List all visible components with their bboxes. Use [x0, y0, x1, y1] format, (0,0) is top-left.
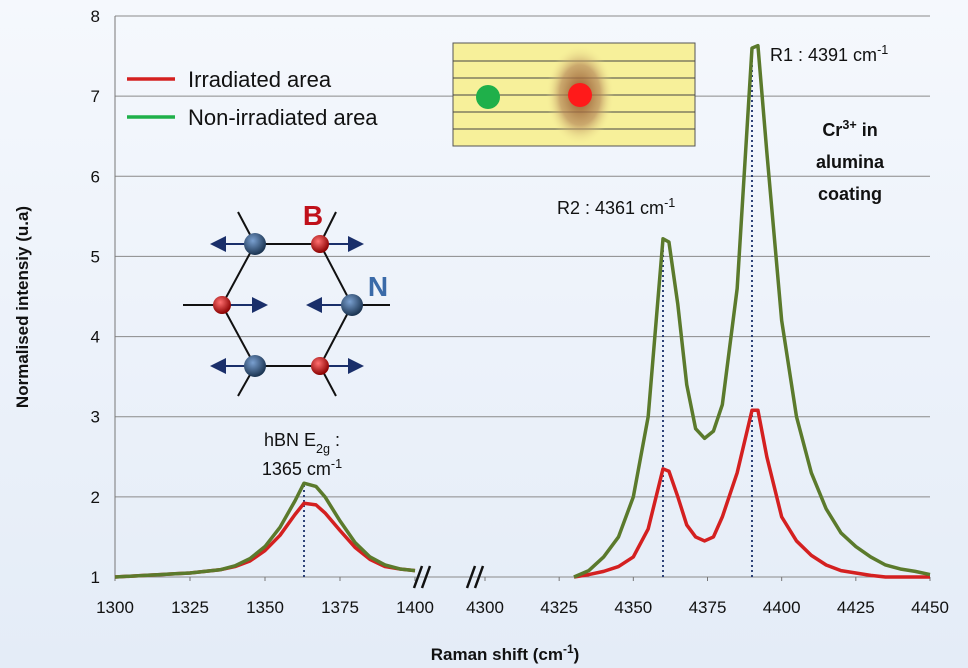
x-tick-label: 4400 [763, 598, 801, 617]
x-tick-label: 4425 [837, 598, 875, 617]
text-part: alumina [816, 152, 885, 172]
text-part: R2 : 4361 cm [557, 198, 664, 218]
text-part: -1 [331, 457, 342, 471]
y-axis-label: Normalised intensiy (u.a) [13, 206, 32, 408]
y-tick-label: 1 [91, 568, 100, 587]
text-part: -1 [664, 196, 675, 210]
annotation: N [368, 271, 388, 302]
y-tick-label: 4 [91, 328, 100, 347]
legend-label: Irradiated area [188, 67, 332, 92]
text-part: coating [818, 184, 882, 204]
text-part: N [368, 271, 388, 302]
x-tick-label: 1325 [171, 598, 209, 617]
series-line [573, 408, 930, 579]
text-part: 2g [316, 442, 330, 456]
text-part: : [330, 430, 340, 450]
x-tick-label: 4325 [540, 598, 578, 617]
text-part: -1 [877, 43, 888, 57]
x-axis-label: Raman shift (cm-1) [431, 642, 580, 664]
axis-break [412, 565, 485, 589]
y-tick-label: 6 [91, 167, 100, 186]
text-part: R1 : 4391 cm [770, 45, 877, 65]
text-part: -1 [563, 642, 574, 656]
annotation: hBN E2g : [264, 430, 340, 456]
text-part: ) [574, 645, 580, 664]
y-tick-label: 5 [91, 247, 100, 266]
text-part: Cr [822, 120, 842, 140]
text-part: 3+ [842, 118, 856, 132]
x-tick-label: 4300 [466, 598, 504, 617]
text-part: Raman shift (cm [431, 645, 563, 664]
annotation: alumina [816, 152, 885, 172]
x-tick-label: 1400 [396, 598, 434, 617]
x-tick-label: 4350 [614, 598, 652, 617]
series-line [573, 43, 931, 579]
x-tick-label: 1350 [246, 598, 284, 617]
series-line [114, 501, 416, 579]
y-tick-label: 2 [91, 488, 100, 507]
text-part: B [303, 200, 323, 231]
y-tick-label: 7 [91, 87, 100, 106]
x-tick-label: 4375 [689, 598, 727, 617]
text-part: 1365 cm [262, 459, 331, 479]
text-part: in [857, 120, 878, 140]
annotation: 1365 cm-1 [262, 457, 342, 479]
annotation: coating [818, 184, 882, 204]
hbn-lattice [183, 211, 390, 397]
legend-label: Non-irradiated area [188, 105, 378, 130]
series-line [114, 481, 416, 579]
annotation: R1 : 4391 cm-1 [770, 43, 888, 65]
x-tick-label: 1300 [96, 598, 134, 617]
text-part: hBN E [264, 430, 316, 450]
x-tick-label: 4450 [911, 598, 949, 617]
y-tick-label: 8 [91, 7, 100, 26]
x-tick-label: 1375 [321, 598, 359, 617]
annotation: R2 : 4361 cm-1 [557, 196, 675, 218]
annotation: Cr3+ in [822, 118, 877, 140]
grid: 1 2 3 4 5 6 7 8 [91, 7, 930, 587]
annotation: B [303, 200, 323, 231]
sample-inset [452, 42, 696, 147]
y-tick-label: 3 [91, 408, 100, 427]
